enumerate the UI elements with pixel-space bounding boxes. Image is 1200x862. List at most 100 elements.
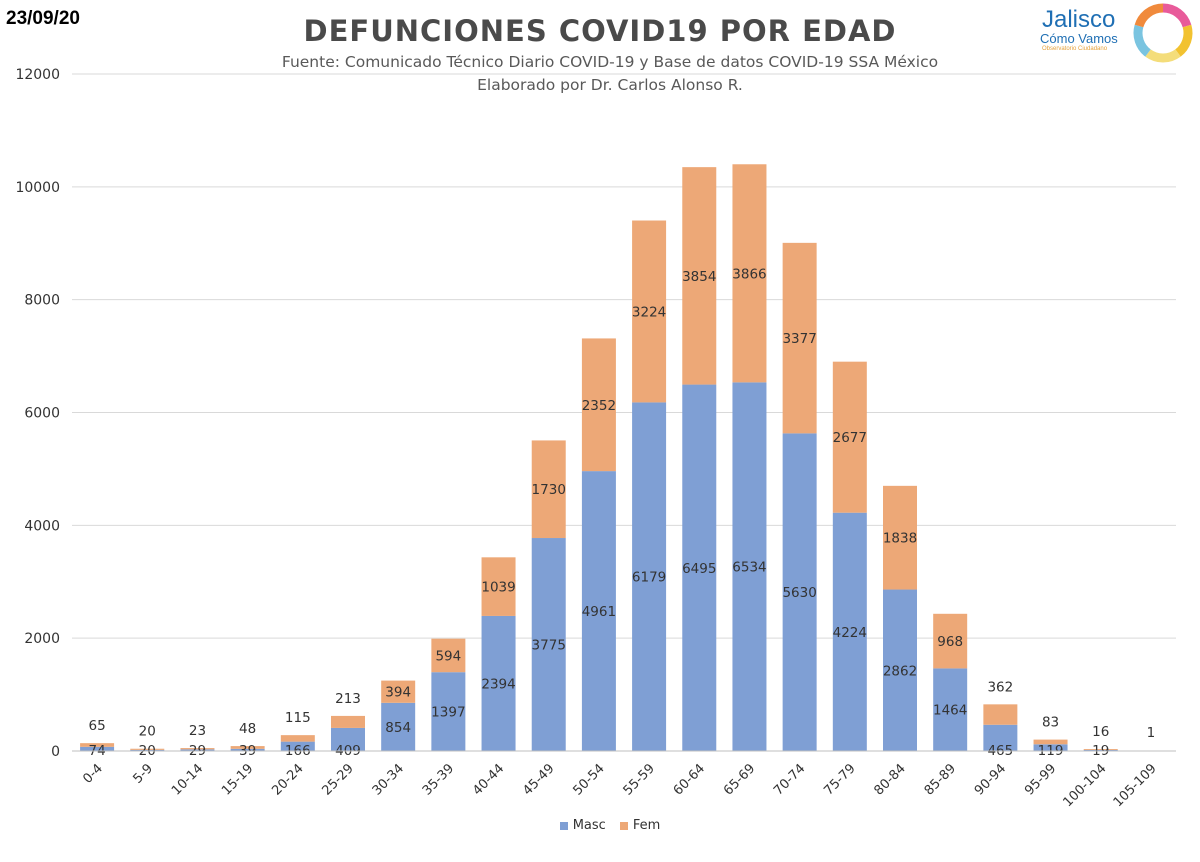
x-tick-label: 55-59 [621,761,658,798]
data-label-fem: 1039 [481,580,515,596]
bars [80,164,1168,751]
bar-masc [431,672,466,751]
bar-masc [331,727,365,751]
legend-item-masc: Masc [559,818,606,833]
y-tick-label: 8000 [24,293,60,309]
bar-fem [832,361,867,513]
y-tick-label: 6000 [24,406,60,422]
chart-legend: Masc Fem [0,818,1200,833]
data-label-masc: 6534 [732,560,766,576]
bar-fem [1033,739,1068,745]
jalisco-como-vamos-logo: Jalisco Cómo Vamos Observatorio Ciudadan… [1030,2,1196,63]
logo-subtext: Observatorio Ciudadano [1042,46,1108,52]
x-tick-label: 95-99 [1022,761,1059,798]
data-label-fem: 2677 [833,430,867,446]
data-labels: 7465202029233948166115409213854394139759… [88,266,1155,759]
logo-ring-icon [1133,3,1193,63]
x-tick-label: 10-14 [169,761,206,798]
data-label-fem: 20 [139,724,156,740]
bar-masc [230,748,265,751]
x-tick-label: 0-4 [80,761,106,787]
bar-masc [682,384,717,751]
data-label-fem: 362 [987,679,1013,695]
y-tick-label: 4000 [24,518,60,534]
legend-item-fem: Fem [619,818,661,833]
bar-fem [230,746,265,749]
bar-masc [531,538,566,751]
data-label-fem: 3224 [632,304,666,320]
data-label-fem: 3854 [682,269,716,285]
bar-masc [1033,744,1068,751]
date-label: 23/09/20 [6,8,80,29]
bar-masc [732,382,767,751]
bar-masc [280,741,315,751]
data-label-fem: 16 [1092,724,1109,740]
x-tick-label: 90-94 [972,761,1009,798]
legend-swatch-fem [619,821,628,830]
x-tick-label: 50-54 [570,761,607,798]
data-label-masc: 4224 [833,625,867,641]
data-label-masc: 4961 [582,604,616,620]
bar-masc [983,724,1018,751]
data-label-fem: 83 [1042,715,1059,731]
x-tick-label: 30-34 [370,761,407,798]
x-tick-label: 100-104 [1061,761,1110,810]
data-label-fem: 2352 [582,398,616,414]
data-label-fem: 23 [189,723,206,739]
logo-name: Jalisco [1042,6,1116,33]
bar-masc [933,668,968,751]
bar-masc [1083,749,1118,751]
bar-masc [381,702,416,751]
bar-masc [782,433,817,751]
data-label-fem: 1838 [883,531,917,547]
x-tick-label: 60-64 [671,761,708,798]
chart-author: Elaborado por Dr. Carlos Alonso R. [477,76,743,94]
bar-fem [180,748,215,750]
bar-masc [581,471,616,751]
x-axis-ticks: 0-4 5-9 10-14 15-19 20-24 25-29 30-34 35-39 40-4… [80,761,1159,810]
x-tick-label: 20-24 [269,761,306,798]
data-label-fem: 115 [285,710,311,726]
x-tick-label: 70-74 [771,761,808,798]
data-label-fem: 65 [88,718,105,734]
data-label-masc: 2394 [481,676,515,692]
y-tick-label: 10000 [15,180,60,196]
y-tick-label: 0 [51,744,60,760]
bar-fem [531,440,566,539]
bar-fem [80,743,115,747]
bar-fem [682,167,717,385]
x-tick-label: 40-44 [470,761,507,798]
x-tick-label: 80-84 [872,761,909,798]
bar-masc [130,749,165,751]
bar-masc [883,589,917,751]
data-label-fem: 594 [435,648,461,664]
data-label-masc: 6495 [682,561,716,577]
bar-masc [632,402,667,751]
data-label-masc: 6179 [632,570,666,586]
x-tick-label: 65-69 [721,761,758,798]
data-label-fem: 1 [1147,725,1156,741]
legend-label-fem: Fem [632,818,661,833]
bar-fem [280,735,315,742]
data-label-masc: 854 [385,720,411,736]
data-label-fem: 1730 [532,482,566,498]
x-tick-label: 35-39 [420,761,457,798]
bar-fem [130,748,165,750]
x-tick-label: 85-89 [922,761,959,798]
bar-fem [581,338,616,472]
data-label-masc: 1397 [431,705,465,721]
bar-fem [1083,749,1118,750]
legend-label-masc: Masc [572,818,606,833]
x-tick-label: 5-9 [130,761,156,787]
bar-masc [80,746,115,751]
bar-fem [381,680,416,703]
y-tick-label: 12000 [15,67,60,83]
data-label-fem: 394 [385,685,411,701]
y-axis-ticks: 0 2000 4000 6000 8000 10000 12000 [15,67,60,760]
y-tick-label: 2000 [24,631,60,647]
data-label-masc: 5630 [782,585,816,601]
bar-fem [933,613,968,669]
x-tick-label: 75-79 [821,761,858,798]
bar-fem [481,557,516,616]
